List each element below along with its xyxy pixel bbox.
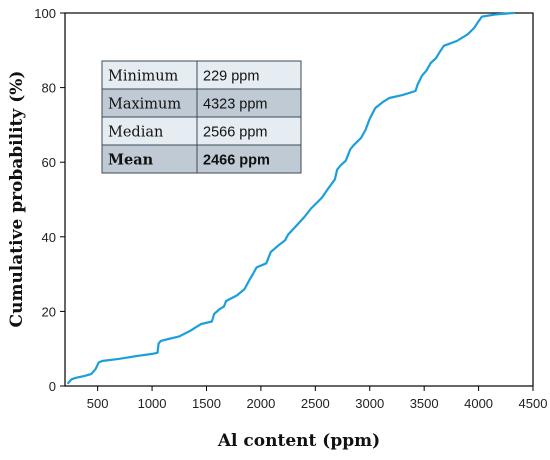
y-tick-label: 60 <box>42 155 56 170</box>
y-axis: 0 20 40 60 80 100 <box>34 6 65 394</box>
stats-table: Minimum 229 ppm Maximum 4323 ppm Median 2566 … <box>101 60 302 174</box>
x-tick-label: 2500 <box>301 396 330 411</box>
stats-label: Minimum <box>108 69 179 85</box>
x-axis: 500 1000 1500 2000 2500 3000 3500 4000 4500 <box>87 386 548 411</box>
x-tick-label: 3500 <box>410 396 439 411</box>
y-tick-label: 20 <box>42 304 56 319</box>
stats-value: 2566 ppm <box>203 125 268 141</box>
stats-value: 229 ppm <box>203 69 259 85</box>
cumulative-curve <box>67 11 515 385</box>
x-tick-label: 1000 <box>138 396 167 411</box>
x-tick-label: 1500 <box>192 396 221 411</box>
x-tick-label: 4000 <box>464 396 493 411</box>
x-tick-label: 4500 <box>519 396 548 411</box>
stats-row <box>102 89 301 117</box>
stats-label: Maximum <box>108 97 181 113</box>
y-tick-label: 0 <box>49 379 56 394</box>
y-tick-label: 100 <box>34 6 56 21</box>
stats-value: 2466 ppm <box>203 153 270 169</box>
stats-label: Mean <box>108 152 154 169</box>
stats-row <box>102 61 301 89</box>
y-tick-label: 40 <box>42 230 56 245</box>
x-tick-label: 500 <box>87 396 109 411</box>
y-axis-title: Cumulative probability (%) <box>7 71 27 328</box>
stats-label: Median <box>108 125 163 141</box>
plot-frame <box>64 12 534 387</box>
stats-value: 4323 ppm <box>203 97 268 113</box>
stats-row <box>102 145 301 173</box>
x-axis-title: Al content (ppm) <box>217 431 380 451</box>
y-tick-label: 80 <box>42 81 56 96</box>
plot-area <box>64 12 534 387</box>
x-tick-label: 3000 <box>355 396 384 411</box>
x-tick-label: 2000 <box>246 396 275 411</box>
stats-row <box>102 117 301 145</box>
